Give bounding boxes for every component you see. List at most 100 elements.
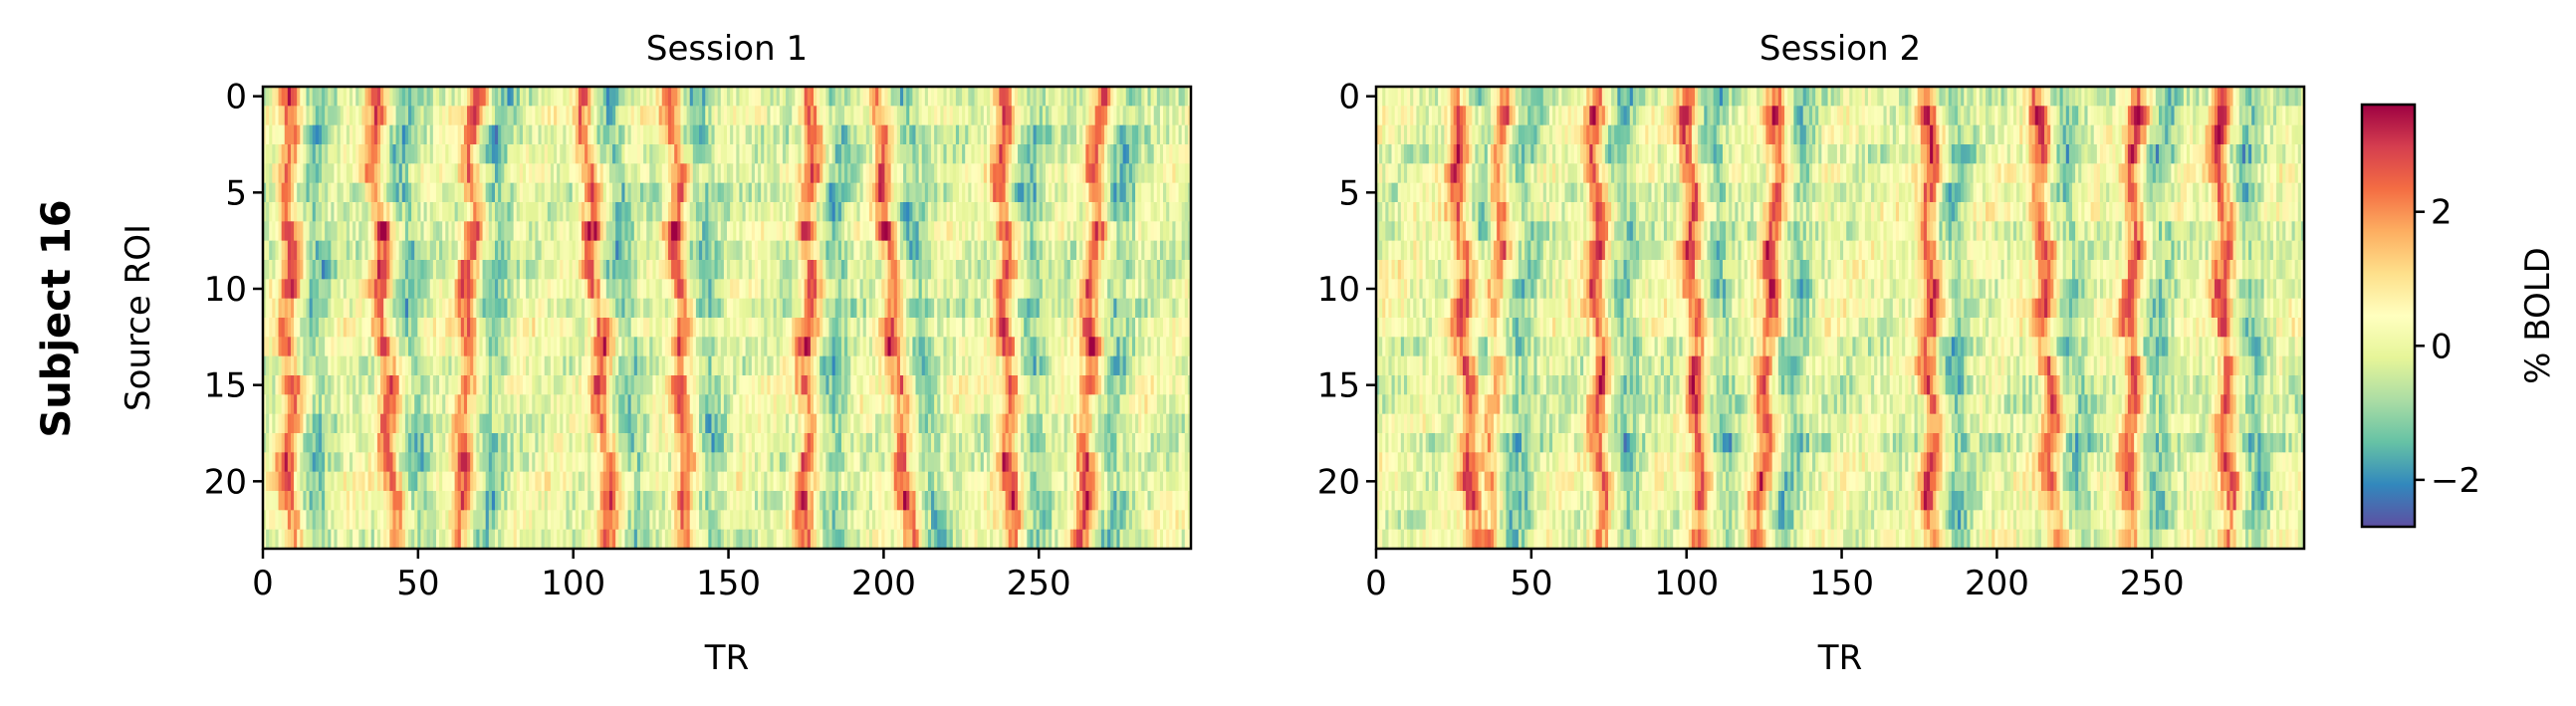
heatmap-cell [404, 337, 409, 357]
heatmap-cell [401, 240, 406, 261]
heatmap-cell [432, 182, 437, 203]
heatmap-cell [1027, 221, 1032, 242]
heatmap-cell [448, 163, 453, 184]
heatmap-cell [983, 182, 988, 203]
heatmap-cell [767, 202, 772, 222]
heatmap-cell [566, 202, 571, 222]
heatmap-cell [633, 337, 638, 357]
heatmap-cell [1060, 87, 1065, 107]
heatmap-cell [986, 279, 991, 300]
heatmap-cell [526, 202, 530, 222]
heatmap-cell [1187, 337, 1192, 357]
heatmap-cell [856, 144, 861, 164]
heatmap-cell [767, 355, 772, 376]
heatmap-cell [837, 298, 842, 319]
heatmap-cell [349, 144, 353, 164]
heatmap-cell [1052, 260, 1055, 280]
heatmap-cell [671, 182, 675, 203]
heatmap-cell [587, 337, 591, 357]
heatmap-cell [624, 279, 629, 300]
heatmap-cell [962, 182, 966, 203]
heatmap-cell [1045, 279, 1050, 300]
heatmap-cell [884, 355, 889, 376]
heatmap-cell [445, 124, 449, 145]
heatmap-cell [730, 260, 734, 280]
heatmap-cell [380, 240, 384, 261]
heatmap-cell [810, 221, 815, 242]
heatmap-cell [331, 124, 336, 145]
heatmap-cell [346, 394, 351, 415]
heatmap-cell [872, 279, 876, 300]
heatmap-cell [671, 318, 675, 338]
heatmap-cell [544, 355, 549, 376]
heatmap-cell [612, 163, 616, 184]
heatmap-cell [442, 298, 446, 319]
heatmap-cell [624, 355, 629, 376]
heatmap-cell [915, 163, 920, 184]
heatmap-cell [831, 375, 836, 395]
heatmap-cell [862, 221, 867, 242]
heatmap-cell [856, 202, 861, 222]
heatmap-cell [532, 240, 536, 261]
heatmap-cell [312, 394, 317, 415]
heatmap-cell [1175, 375, 1180, 395]
heatmap-cell [593, 298, 598, 319]
heatmap-cell [890, 240, 895, 261]
heatmap-cell [352, 394, 356, 415]
heatmap-cell [727, 182, 731, 203]
heatmap-cell [495, 355, 499, 376]
heatmap-cell [792, 394, 796, 415]
heatmap-cell [1119, 240, 1124, 261]
heatmap-cell [931, 221, 935, 242]
heatmap-cell [522, 87, 527, 107]
heatmap-cell [937, 298, 941, 319]
heatmap-cell [714, 279, 719, 300]
heatmap-cell [306, 87, 311, 107]
heatmap-cell [380, 337, 384, 357]
heatmap-cell [1163, 337, 1167, 357]
heatmap-cell [1054, 144, 1059, 164]
heatmap-cell [677, 202, 681, 222]
heatmap-cell [977, 202, 982, 222]
heatmap-cell [893, 87, 898, 107]
heatmap-cell [1054, 355, 1059, 376]
heatmap-cell [538, 355, 543, 376]
heatmap-cell [522, 144, 527, 164]
heatmap-cell [272, 144, 277, 164]
heatmap-cell [566, 355, 571, 376]
heatmap-cell [370, 298, 375, 319]
heatmap-cell [952, 202, 957, 222]
heatmap-cell [727, 375, 731, 395]
heatmap-cell [1150, 375, 1155, 395]
heatmap-cell [476, 182, 481, 203]
heatmap-cell [918, 163, 923, 184]
heatmap-cell [473, 182, 477, 203]
heatmap-cell [1072, 298, 1077, 319]
heatmap-cell [596, 163, 601, 184]
heatmap-cell [915, 240, 920, 261]
heatmap-cell [980, 279, 985, 300]
heatmap-cell [1021, 221, 1025, 242]
heatmap-cell [615, 240, 619, 261]
heatmap-cell [795, 355, 800, 376]
heatmap-cell [912, 337, 917, 357]
heatmap-cell [652, 202, 657, 222]
heatmap-cell [1008, 144, 1013, 164]
heatmap-cell [1147, 375, 1152, 395]
heatmap-cell [417, 124, 422, 145]
heatmap-cell [946, 337, 951, 357]
heatmap-cell [1066, 163, 1071, 184]
heatmap-cell [878, 279, 882, 300]
heatmap-cell [605, 87, 610, 107]
heatmap-cell [946, 375, 951, 395]
heatmap-cell [695, 202, 700, 222]
heatmap-cell [358, 221, 363, 242]
heatmap-cell [1128, 144, 1133, 164]
heatmap-cell [711, 163, 716, 184]
heatmap-cell [649, 240, 654, 261]
heatmap-cell [748, 87, 753, 107]
heatmap-cell [516, 124, 521, 145]
heatmap-cell [1097, 298, 1102, 319]
heatmap-cell [742, 355, 747, 376]
heatmap-cell [949, 144, 954, 164]
